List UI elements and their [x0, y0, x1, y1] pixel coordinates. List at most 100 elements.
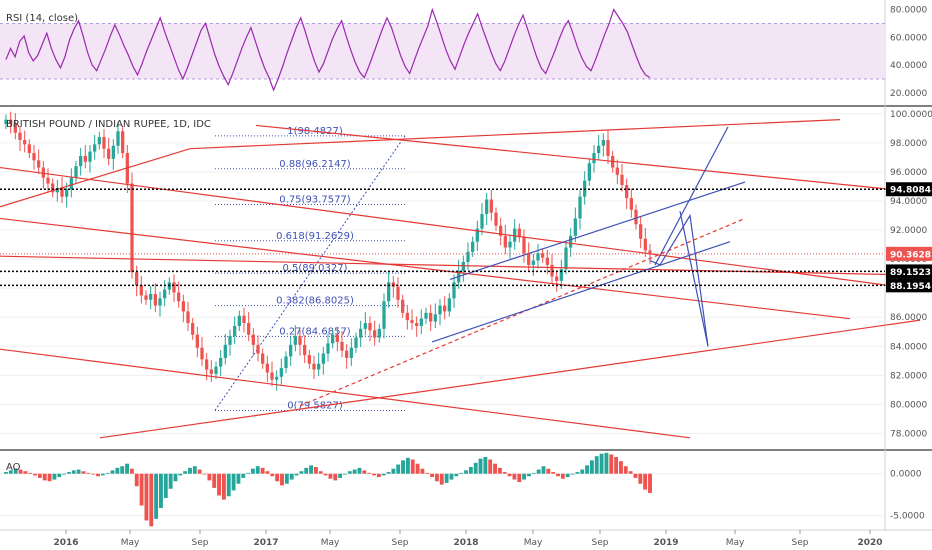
candle-body: [209, 369, 213, 374]
candle-body: [116, 131, 120, 146]
candle-body: [433, 314, 437, 322]
fibonacci-retracement[interactable]: 1(98.4827)0.88(96.2147)0.75(93.7577)0.61…: [214, 126, 406, 412]
ao-bar: [241, 473, 246, 478]
ao-bar: [444, 473, 449, 483]
ao-bar: [594, 456, 599, 474]
blue-trendlines[interactable]: [431, 126, 746, 347]
ao-bar: [236, 473, 241, 484]
fib-trend-line[interactable]: [214, 135, 406, 411]
candle-body: [97, 137, 101, 145]
time-tick-label: Sep: [592, 538, 609, 548]
ao-bar: [110, 470, 115, 474]
ao-bar: [420, 468, 425, 474]
candle-body: [51, 183, 55, 193]
candle-body: [256, 344, 260, 354]
time-tick-label: 2020: [857, 538, 882, 548]
ao-bar: [270, 473, 275, 477]
candle-body: [391, 282, 395, 287]
ao-bar: [28, 472, 33, 474]
ao-bar: [614, 457, 619, 474]
red-trendline[interactable]: [0, 166, 921, 291]
ao-bar: [425, 472, 430, 474]
ao-tick-label: 0.0000: [890, 470, 922, 480]
horizontal-levels[interactable]: [0, 188, 885, 287]
time-axis[interactable]: 2016 May Sep 2017 May Sep 2018 May Sep 2019 May Sep…: [53, 530, 883, 548]
ao-bar: [173, 473, 178, 482]
rsi-tick-label: 80.0000: [890, 6, 927, 16]
candle-body: [592, 153, 596, 164]
ao-bar: [633, 473, 638, 478]
candle-body: [363, 323, 367, 329]
price-pane[interactable]: 1(98.4827)0.88(96.2147)0.75(93.7577)0.61…: [0, 110, 932, 440]
candle-body: [517, 228, 521, 238]
ao-tick-label: -5.0000: [890, 511, 925, 521]
red-trendline[interactable]: [255, 124, 921, 193]
candle-body: [340, 341, 344, 351]
ao-bar: [328, 473, 333, 479]
ao-bar: [560, 473, 565, 479]
candle-body: [513, 228, 517, 242]
ao-pane[interactable]: 0.0000 -5.0000 AO: [0, 452, 925, 527]
candle-body: [480, 214, 484, 229]
ao-bar: [86, 472, 91, 474]
ao-bar: [192, 466, 197, 474]
candle-body: [429, 312, 433, 322]
blue-trendline[interactable]: [654, 126, 729, 266]
price-level-badge: [886, 182, 932, 197]
candle-body: [237, 315, 241, 326]
time-tick-label: Sep: [192, 538, 209, 548]
ao-bar: [478, 458, 483, 474]
candle-body: [247, 323, 251, 335]
candle-body: [83, 155, 87, 162]
price-level-label: 88.1954: [890, 282, 931, 292]
candle-body: [279, 368, 283, 377]
ao-bar: [473, 462, 478, 474]
ao-bar: [372, 473, 376, 476]
ao-bar: [226, 473, 231, 497]
dashed-trendline[interactable]: [299, 217, 746, 407]
candle-body: [508, 241, 512, 248]
candle-body: [228, 336, 232, 345]
ao-bar: [638, 473, 643, 484]
price-level-label: 94.8084: [890, 186, 931, 196]
blue-trendline[interactable]: [449, 181, 746, 281]
red-trendline[interactable]: [0, 217, 851, 320]
candle-body: [284, 356, 288, 369]
candle-body: [153, 293, 157, 306]
candle-body: [373, 330, 377, 338]
red-trendline[interactable]: [0, 255, 921, 276]
red-trendlines[interactable]: [0, 119, 921, 439]
ao-bar: [483, 457, 488, 474]
red-trendline[interactable]: [0, 119, 841, 208]
candle-body: [139, 285, 143, 296]
ao-bar: [318, 471, 323, 474]
candle-body: [489, 199, 493, 213]
ao-bar: [410, 459, 415, 474]
candle-body: [601, 139, 605, 146]
ao-bar: [120, 466, 125, 474]
candle-body: [625, 185, 629, 199]
ao-bar: [580, 469, 585, 474]
blue-trendline[interactable]: [679, 211, 709, 347]
candle-body: [452, 282, 456, 299]
candle-body: [410, 320, 414, 324]
candle-body: [587, 163, 591, 181]
rsi-pane[interactable]: 80.0000 60.0000 40.0000 20.0000 RSI (14, cl…: [0, 6, 927, 99]
ao-bar: [628, 471, 633, 474]
blue-trendline[interactable]: [431, 241, 731, 343]
candle-body: [475, 228, 479, 242]
ao-bar: [643, 473, 648, 490]
candle-body: [606, 139, 610, 156]
red-trendline[interactable]: [0, 348, 691, 439]
projection-path[interactable]: [649, 213, 709, 347]
ao-bar: [439, 473, 444, 485]
rsi-line: [5, 7, 651, 92]
ao-bar: [313, 467, 318, 474]
candle-body: [93, 144, 97, 152]
ao-bar: [396, 464, 401, 474]
candle-body: [629, 198, 633, 210]
candle-body: [620, 174, 624, 186]
candle-body: [60, 187, 64, 197]
red-trendline[interactable]: [99, 319, 921, 439]
